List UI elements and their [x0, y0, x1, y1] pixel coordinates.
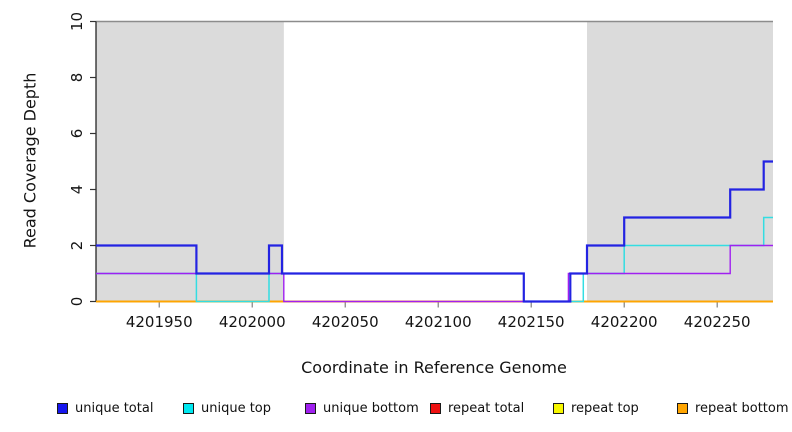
legend-label: repeat top	[571, 400, 639, 416]
y-tick-label: 8	[68, 73, 86, 83]
x-tick-label: 4202150	[498, 313, 565, 331]
series-line-unique-total	[96, 160, 773, 303]
legend-label: repeat total	[448, 400, 525, 416]
x-tick-label: 4202250	[684, 313, 751, 331]
x-tick-label: 4202050	[312, 313, 379, 331]
legend-item-unique-total: unique total	[57, 400, 154, 416]
x-tick-label: 4201950	[126, 313, 193, 331]
legend-swatch-unique-total	[57, 402, 68, 414]
legend-label: unique top	[201, 400, 272, 416]
x-tick-label: 4202100	[405, 313, 472, 331]
y-tick-label: 0	[68, 297, 86, 307]
series-line-unique-bottom	[96, 244, 773, 303]
legend-item-unique-top: unique top	[183, 400, 272, 416]
legend-item-repeat-top: repeat top	[553, 400, 639, 416]
legend-item-repeat-bottom: repeat bottom	[677, 400, 789, 416]
y-tick-label: 2	[68, 241, 86, 251]
shaded-region-0	[96, 21, 284, 302]
legend-swatch-repeat-top	[553, 402, 564, 414]
legend-label: repeat bottom	[695, 400, 789, 416]
y-axis-title: Read Coverage Depth	[20, 72, 40, 249]
y-tick-label: 4	[68, 185, 86, 195]
legend-swatch-repeat-total	[430, 402, 441, 414]
shaded-region-1	[587, 21, 773, 302]
legend-swatch-unique-top	[183, 402, 194, 414]
x-axis-title: Coordinate in Reference Genome	[301, 358, 567, 377]
legend-item-unique-bottom: unique bottom	[305, 400, 419, 416]
chart-canvas: 4201950 4202000 4202050 4202100 4202150 42022…	[68, 12, 773, 331]
legend-item-repeat-total: repeat total	[430, 400, 525, 416]
legend-swatch-repeat-bottom	[677, 402, 688, 414]
legend-label: unique bottom	[323, 400, 419, 416]
y-tick-label: 10	[68, 12, 86, 31]
legend-swatch-unique-bottom	[305, 402, 316, 414]
x-tick-label: 4202000	[219, 313, 286, 331]
y-tick-label: 6	[68, 129, 86, 139]
legend-label: unique total	[75, 400, 154, 416]
x-tick-label: 4202200	[591, 313, 658, 331]
